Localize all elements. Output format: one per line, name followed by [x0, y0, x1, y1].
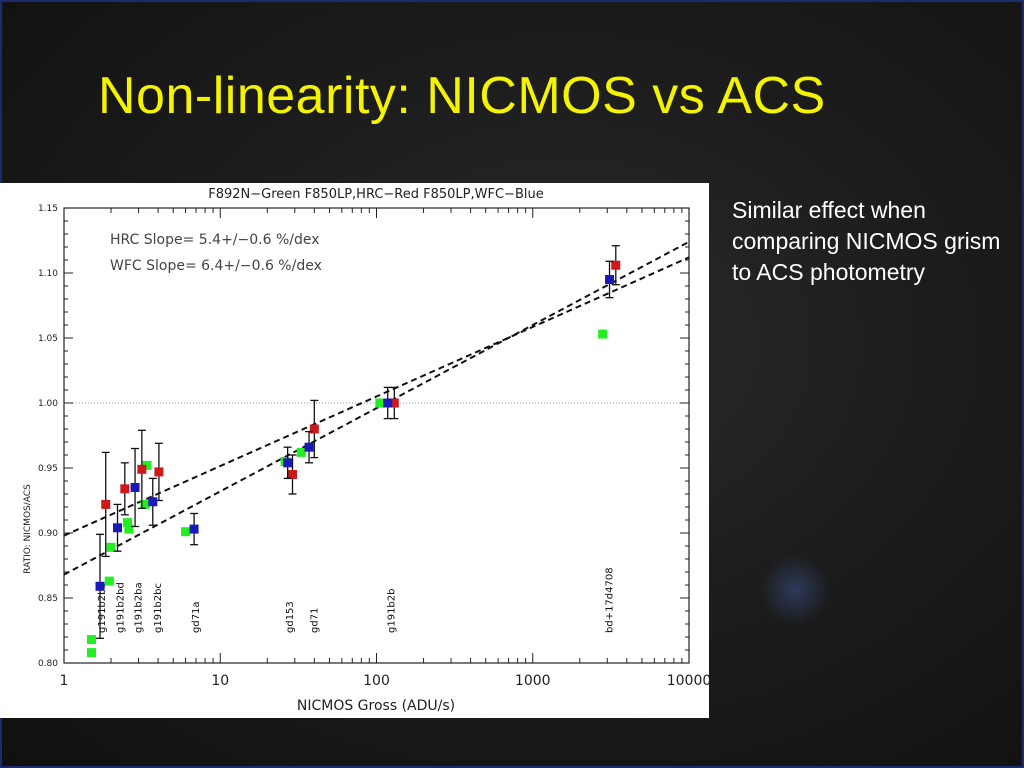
y-tick-label: 1.15 — [38, 204, 58, 214]
x-tick-label: 1 — [60, 673, 69, 689]
data-point-blue — [304, 442, 314, 452]
data-point-blue — [130, 483, 140, 492]
star-label: gd153 — [285, 601, 296, 633]
background-glow — [760, 555, 830, 625]
x-tick-label: 100 — [363, 673, 390, 689]
x-tick-label: 10000 — [667, 673, 709, 689]
data-point-green — [104, 576, 114, 586]
data-point-green — [87, 648, 97, 658]
data-point-red — [101, 499, 111, 509]
y-tick-label: 0.80 — [38, 659, 58, 669]
chart-panel: F892N−Green F850LP,HRC−Red F850LP,WFC−Bl… — [0, 183, 711, 718]
y-tick-label: 1.05 — [38, 334, 58, 344]
slide-side-text: Similar effect when comparing NICMOS gri… — [732, 197, 1001, 285]
x-axis-label: NICMOS Gross (ADU/s) — [297, 698, 455, 714]
wfc-slope-annotation: WFC Slope= 6.4+/−0.6 %/dex — [110, 258, 322, 274]
data-point-green — [140, 499, 150, 509]
data-point-red — [611, 260, 621, 270]
data-point-red — [287, 470, 297, 479]
data-point-green — [598, 329, 608, 339]
data-point-blue — [113, 523, 123, 533]
data-point-green — [296, 447, 306, 457]
y-tick-label: 1.00 — [38, 399, 58, 409]
data-point-blue — [605, 275, 615, 284]
nonlinearity-chart: F892N−Green F850LP,HRC−Red F850LP,WFC−Bl… — [23, 187, 711, 714]
y-tick-label: 0.90 — [38, 529, 58, 539]
fit-line-hrc — [63, 256, 690, 537]
data-point-green — [87, 635, 97, 645]
star-label: gd71a — [191, 601, 202, 633]
data-point-green — [142, 460, 152, 470]
data-point-green — [181, 527, 191, 537]
data-point-red — [154, 467, 164, 477]
x-tick-label: 1000 — [515, 673, 551, 689]
star-label: bd+17d4708 — [605, 567, 616, 633]
data-point-red — [389, 398, 399, 408]
star-label: g191b2bb — [97, 582, 108, 633]
data-point-blue — [383, 398, 393, 408]
data-point-blue — [189, 524, 199, 534]
star-label: g191b2b — [387, 589, 398, 634]
plot-layer: 0.80 0.85 0.90 0.95 1.00 1.05 1.10 1.15 1 10 100 10… — [38, 204, 711, 689]
slide-title: Non-linearity: NICMOS vs ACS — [98, 67, 826, 125]
data-point-blue — [95, 581, 105, 591]
fit-line-wfc — [63, 240, 690, 576]
data-point-red — [120, 484, 130, 494]
y-axis-label: RATIO: NICMOS/ACS — [23, 484, 33, 574]
data-point-green — [123, 518, 133, 528]
data-point-green — [124, 524, 134, 534]
star-label: g191b2ba — [134, 582, 145, 633]
data-point-green — [106, 542, 116, 552]
data-point-red — [137, 464, 147, 474]
data-point-blue — [283, 458, 293, 468]
data-point-red — [309, 424, 319, 434]
y-tick-label: 0.95 — [38, 464, 58, 474]
chart-title: F892N−Green F850LP,HRC−Red F850LP,WFC−Bl… — [208, 187, 543, 202]
star-label: g191b2bc — [153, 583, 164, 633]
hrc-slope-annotation: HRC Slope= 5.4+/−0.6 %/dex — [110, 232, 320, 248]
star-label: gd71 — [309, 608, 320, 633]
y-tick-label: 1.10 — [38, 269, 58, 279]
star-label: g191b2bd — [116, 582, 127, 633]
data-point-blue — [148, 497, 158, 507]
data-point-green — [375, 398, 385, 408]
y-tick-label: 0.85 — [38, 594, 58, 604]
x-tick-label: 10 — [211, 673, 229, 689]
